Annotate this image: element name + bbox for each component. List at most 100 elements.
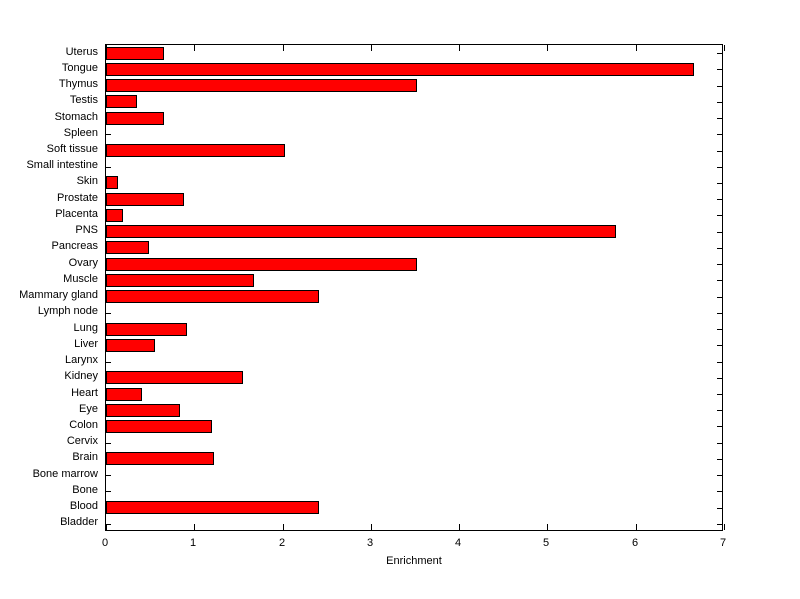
y-label-skin: Skin — [76, 175, 98, 187]
bar-eye — [106, 404, 180, 417]
x-tick-top-4 — [459, 45, 460, 51]
x-tick-bottom-0 — [106, 524, 107, 530]
y-label-pns: PNS — [75, 224, 98, 236]
y-label-spleen: Spleen — [63, 127, 98, 139]
y-label-pancreas: Pancreas — [51, 240, 98, 252]
bar-thymus — [106, 79, 417, 92]
y-tick-right-cervix — [717, 443, 722, 444]
y-tick-right-skin — [717, 183, 722, 184]
y-tick-left-spleen — [106, 134, 111, 135]
y-label-tongue: Tongue — [61, 62, 98, 74]
bar-placenta — [106, 209, 123, 222]
y-tick-right-colon — [717, 426, 722, 427]
y-tick-right-lymph-node — [717, 313, 722, 314]
y-tick-right-kidney — [717, 378, 722, 379]
y-label-eye: Eye — [79, 403, 98, 415]
y-tick-right-pns — [717, 232, 722, 233]
y-label-stomach: Stomach — [54, 111, 98, 123]
y-tick-right-muscle — [717, 280, 722, 281]
y-tick-left-larynx — [106, 362, 111, 363]
x-tick-top-3 — [371, 45, 372, 51]
y-label-bone-marrow: Bone marrow — [32, 468, 98, 480]
bar-tongue — [106, 63, 694, 76]
x-tick-bottom-5 — [547, 524, 548, 530]
bar-kidney — [106, 371, 243, 384]
bar-soft-tissue — [106, 144, 285, 157]
x-tick-label-7: 7 — [719, 537, 727, 549]
bar-pancreas — [106, 241, 149, 254]
bar-blood — [106, 501, 319, 514]
x-tick-top-6 — [636, 45, 637, 51]
y-tick-left-cervix — [106, 443, 111, 444]
y-label-placenta: Placenta — [55, 208, 98, 220]
y-tick-right-heart — [717, 394, 722, 395]
bar-heart — [106, 388, 142, 401]
y-label-ovary: Ovary — [68, 257, 98, 269]
x-tick-bottom-3 — [371, 524, 372, 530]
bar-uterus — [106, 47, 164, 60]
y-tick-right-bone-marrow — [717, 475, 722, 476]
y-tick-right-prostate — [717, 199, 722, 200]
y-tick-right-brain — [717, 459, 722, 460]
y-label-heart: Heart — [71, 387, 98, 399]
bar-testis — [106, 95, 137, 108]
y-label-brain: Brain — [72, 451, 98, 463]
x-tick-top-1 — [194, 45, 195, 51]
y-label-bladder: Bladder — [60, 516, 98, 528]
x-tick-top-7 — [724, 45, 725, 51]
y-label-blood: Blood — [69, 500, 98, 512]
y-label-mammary-gland: Mammary gland — [19, 289, 98, 301]
y-tick-left-small-intestine — [106, 167, 111, 168]
y-tick-right-soft-tissue — [717, 151, 722, 152]
y-tick-right-ovary — [717, 264, 722, 265]
x-tick-bottom-2 — [283, 524, 284, 530]
bar-ovary — [106, 258, 417, 271]
bar-muscle — [106, 274, 254, 287]
x-axis-title: Enrichment — [386, 555, 442, 567]
y-tick-right-lung — [717, 329, 722, 330]
y-tick-right-spleen — [717, 134, 722, 135]
x-tick-label-5: 5 — [542, 537, 550, 549]
y-label-uterus: Uterus — [65, 46, 98, 58]
y-label-lymph-node: Lymph node — [37, 305, 98, 317]
y-tick-right-stomach — [717, 118, 722, 119]
y-tick-right-blood — [717, 508, 722, 509]
x-tick-bottom-6 — [636, 524, 637, 530]
y-label-larynx: Larynx — [64, 354, 98, 366]
bar-colon — [106, 420, 212, 433]
y-tick-left-bone — [106, 491, 111, 492]
y-label-colon: Colon — [69, 419, 98, 431]
y-tick-right-uterus — [717, 53, 722, 54]
x-tick-bottom-1 — [194, 524, 195, 530]
x-tick-label-4: 4 — [454, 537, 462, 549]
x-tick-label-3: 3 — [366, 537, 374, 549]
y-tick-right-bone — [717, 491, 722, 492]
x-tick-label-0: 0 — [101, 537, 109, 549]
bar-stomach — [106, 112, 164, 125]
y-tick-right-larynx — [717, 362, 722, 363]
x-tick-bottom-4 — [459, 524, 460, 530]
x-tick-top-5 — [547, 45, 548, 51]
x-tick-label-1: 1 — [189, 537, 197, 549]
bar-liver — [106, 339, 155, 352]
y-tick-right-small-intestine — [717, 167, 722, 168]
y-tick-right-tongue — [717, 69, 722, 70]
y-tick-right-thymus — [717, 86, 722, 87]
y-label-thymus: Thymus — [58, 78, 98, 90]
bar-pns — [106, 225, 616, 238]
y-label-small-intestine: Small intestine — [26, 159, 98, 171]
bar-prostate — [106, 193, 184, 206]
y-label-bone: Bone — [72, 484, 98, 496]
y-tick-left-lymph-node — [106, 313, 111, 314]
y-tick-right-testis — [717, 102, 722, 103]
x-tick-top-2 — [283, 45, 284, 51]
y-tick-right-mammary-gland — [717, 297, 722, 298]
y-label-prostate: Prostate — [57, 192, 98, 204]
bar-lung — [106, 323, 187, 336]
x-tick-label-2: 2 — [278, 537, 286, 549]
y-tick-left-bone-marrow — [106, 475, 111, 476]
y-label-cervix: Cervix — [66, 435, 98, 447]
y-label-liver: Liver — [74, 338, 98, 350]
y-label-testis: Testis — [69, 94, 98, 106]
